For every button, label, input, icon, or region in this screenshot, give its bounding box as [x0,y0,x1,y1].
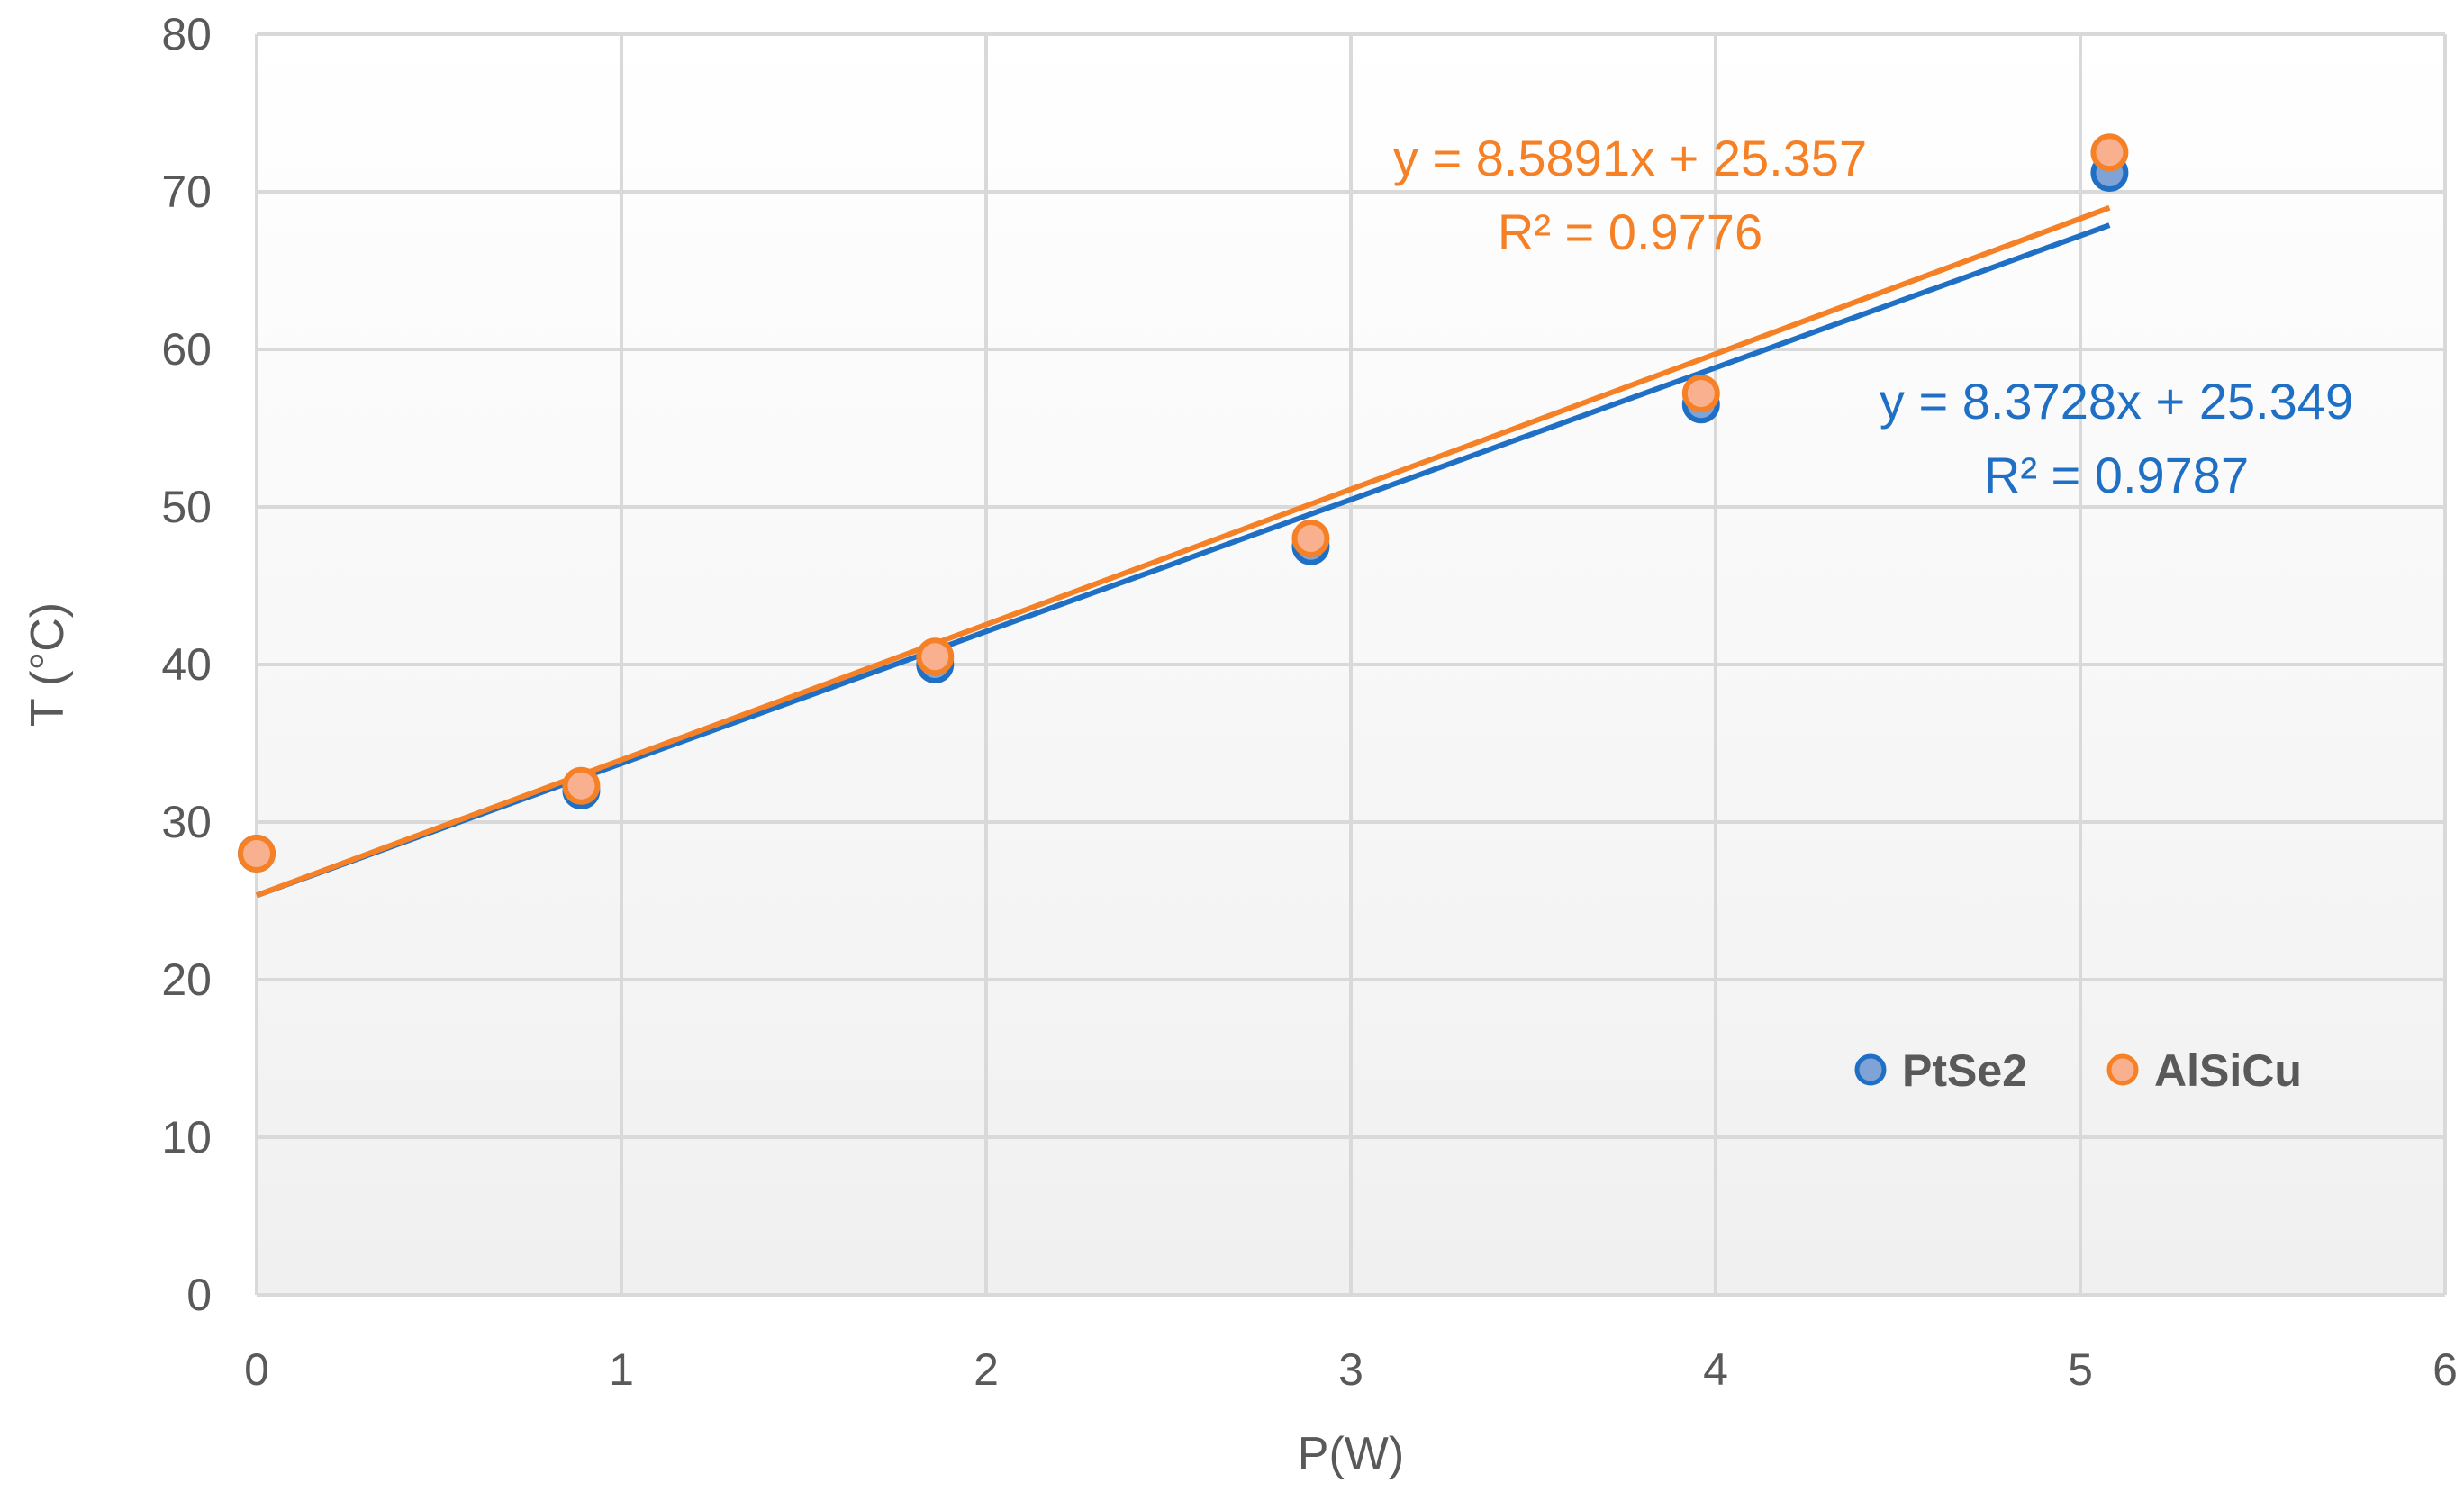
data-point-alsicu[interactable] [238,835,276,873]
x-axis-title: P(W) [1298,1428,1404,1480]
legend-label-alsicu: AlSiCu [2154,1045,2302,1096]
legend-item-alsicu[interactable]: AlSiCu [2106,1045,2302,1096]
legend-marker-alsicu [2106,1053,2139,1086]
y-tick-label: 80 [161,9,212,59]
x-tick-label: 0 [244,1344,269,1395]
y-tick-label: 50 [161,482,212,532]
y-axis-title: T (°C) [22,602,74,727]
y-tick-label: 60 [161,324,212,375]
x-tick-label: 2 [974,1344,999,1395]
y-tick-label: 40 [161,639,212,690]
legend-item-ptse2[interactable]: PtSe2 [1854,1045,2027,1096]
data-point-alsicu[interactable] [562,766,601,805]
data-point-alsicu[interactable] [1291,520,1330,557]
y-tick-label: 0 [186,1270,212,1320]
trendline-equation-ptse2: y = 8.3728x + 25.349 [1880,373,2353,430]
data-point-alsicu[interactable] [916,637,955,676]
legend-marker-ptse2 [1854,1053,1887,1086]
legend: PtSe2 AlSiCu [1854,1045,2302,1096]
x-tick-label: 4 [1703,1344,1728,1395]
x-tick-label: 5 [2068,1344,2093,1395]
y-tick-label: 30 [161,797,212,847]
legend-label-ptse2: PtSe2 [1902,1045,2027,1096]
trendline-r2-alsicu: R² = 0.9776 [1498,203,1762,260]
trendline-r2-ptse2: R² = 0.9787 [1984,447,2249,503]
data-point-alsicu[interactable] [1681,375,1720,412]
data-points [238,133,2129,873]
y-tick-label: 70 [161,167,212,217]
y-tick-label: 10 [161,1112,212,1162]
x-tick-label: 1 [609,1344,634,1395]
x-tick-label: 3 [1338,1344,1363,1395]
grid [255,32,2447,1297]
y-tick-label: 20 [161,954,212,1005]
x-tick-label: 6 [2432,1344,2458,1395]
trendline-equation-alsicu: y = 8.5891x + 25.357 [1393,130,1867,186]
axes: 0 10 20 30 40 50 60 70 80 0 1 2 3 4 5 6 [161,9,2458,1395]
data-point-alsicu[interactable] [2090,133,2129,172]
